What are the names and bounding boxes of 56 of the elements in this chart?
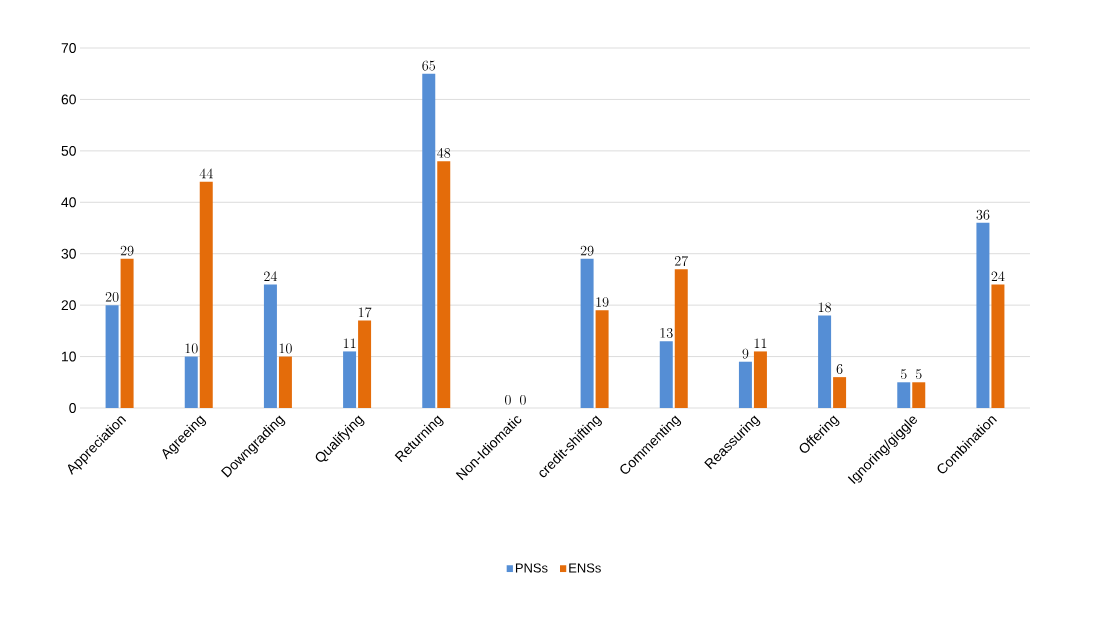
bar — [278, 356, 292, 408]
data-label: 11 — [343, 338, 356, 348]
y-tick-label: 70 — [61, 43, 76, 53]
bar — [263, 284, 277, 408]
bar — [753, 351, 767, 408]
data-label: 29 — [120, 245, 134, 256]
bar — [818, 315, 832, 408]
bar — [912, 382, 926, 408]
data-label: 29 — [580, 245, 594, 256]
bar — [580, 258, 594, 408]
data-label: 44 — [199, 168, 213, 179]
y-tick-label: 10 — [62, 351, 76, 362]
bar — [738, 361, 752, 408]
data-label: 6 — [836, 364, 843, 374]
data-label: 48 — [437, 147, 451, 158]
bar — [105, 305, 119, 408]
legend-label: ENSs — [569, 563, 601, 573]
data-label: 24 — [991, 271, 1005, 282]
bar — [595, 310, 609, 408]
data-label: 36 — [976, 209, 990, 220]
data-label: 24 — [264, 271, 278, 282]
y-tick-label: 50 — [61, 145, 76, 156]
data-label: 0 — [505, 394, 511, 405]
data-label: 13 — [660, 328, 673, 338]
data-label: 18 — [818, 302, 832, 313]
bar — [343, 351, 357, 408]
bar — [897, 382, 911, 408]
bar — [199, 181, 213, 408]
data-label: 17 — [358, 307, 372, 318]
y-tick-label: 0 — [69, 403, 76, 413]
bar — [991, 284, 1005, 408]
data-label: 0 — [520, 394, 526, 405]
data-label: 65 — [422, 60, 436, 71]
bar — [833, 377, 847, 408]
bar — [437, 161, 451, 408]
data-label: 10 — [279, 343, 292, 354]
y-tick-label: 20 — [61, 300, 76, 311]
data-label: 5 — [915, 369, 922, 380]
bar — [184, 356, 198, 408]
bar — [659, 341, 673, 408]
bar — [422, 73, 436, 408]
data-label: 20 — [105, 292, 119, 302]
bar — [976, 222, 990, 408]
y-tick-label: 60 — [61, 94, 76, 105]
data-label: 10 — [185, 343, 198, 354]
y-tick-label: 40 — [61, 197, 76, 208]
data-label: 11 — [754, 338, 767, 348]
data-label: 27 — [674, 255, 689, 266]
data-label: 19 — [596, 297, 609, 308]
bar — [358, 320, 372, 408]
bar — [120, 258, 134, 408]
legend-label: PNSs — [515, 563, 548, 573]
y-tick-label: 30 — [61, 248, 76, 259]
bar — [674, 269, 688, 408]
data-label: 5 — [900, 369, 907, 380]
data-label: 9 — [742, 348, 749, 359]
